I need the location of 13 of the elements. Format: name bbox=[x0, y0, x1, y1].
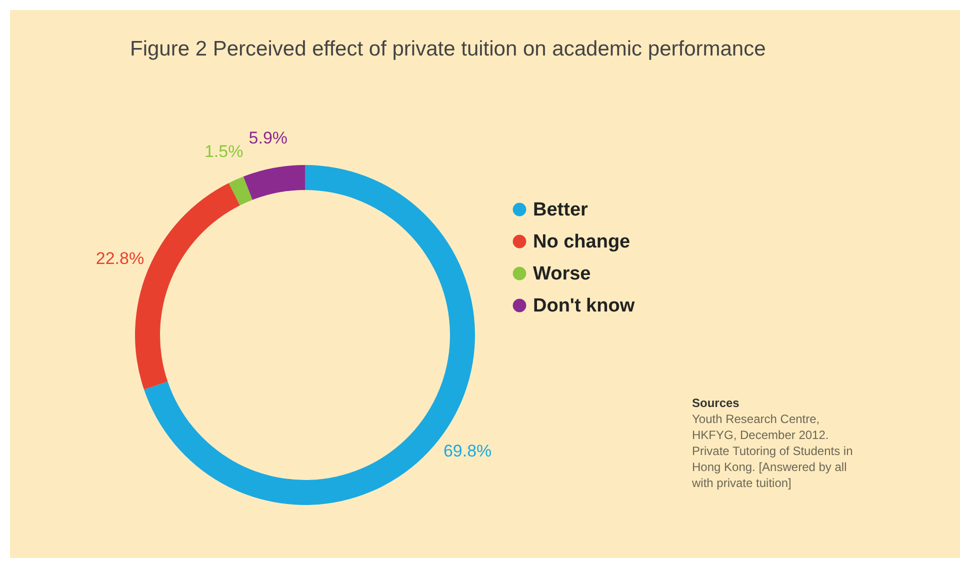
legend-label: Better bbox=[533, 200, 589, 220]
donut-slice bbox=[228, 176, 252, 206]
legend-label: Worse bbox=[533, 264, 591, 284]
donut-slice bbox=[243, 165, 305, 200]
chart-title: Figure 2 Perceived effect of private tuition on academic performance bbox=[130, 37, 766, 60]
data-label: 1.5% bbox=[204, 142, 244, 162]
data-label: 69.8% bbox=[443, 442, 492, 461]
text: Youth Research Centre, HKFYG, December 2012. Private Tutoring of Students in Hong Kong. [Answered by all with private tuition] bbox=[692, 411, 854, 491]
data-label: 22.8% bbox=[96, 249, 144, 268]
data-label: 5.9% bbox=[248, 128, 288, 148]
text: Sources bbox=[692, 395, 740, 411]
legend-label: Don't know bbox=[533, 296, 635, 316]
legend-label: No change bbox=[533, 232, 630, 252]
